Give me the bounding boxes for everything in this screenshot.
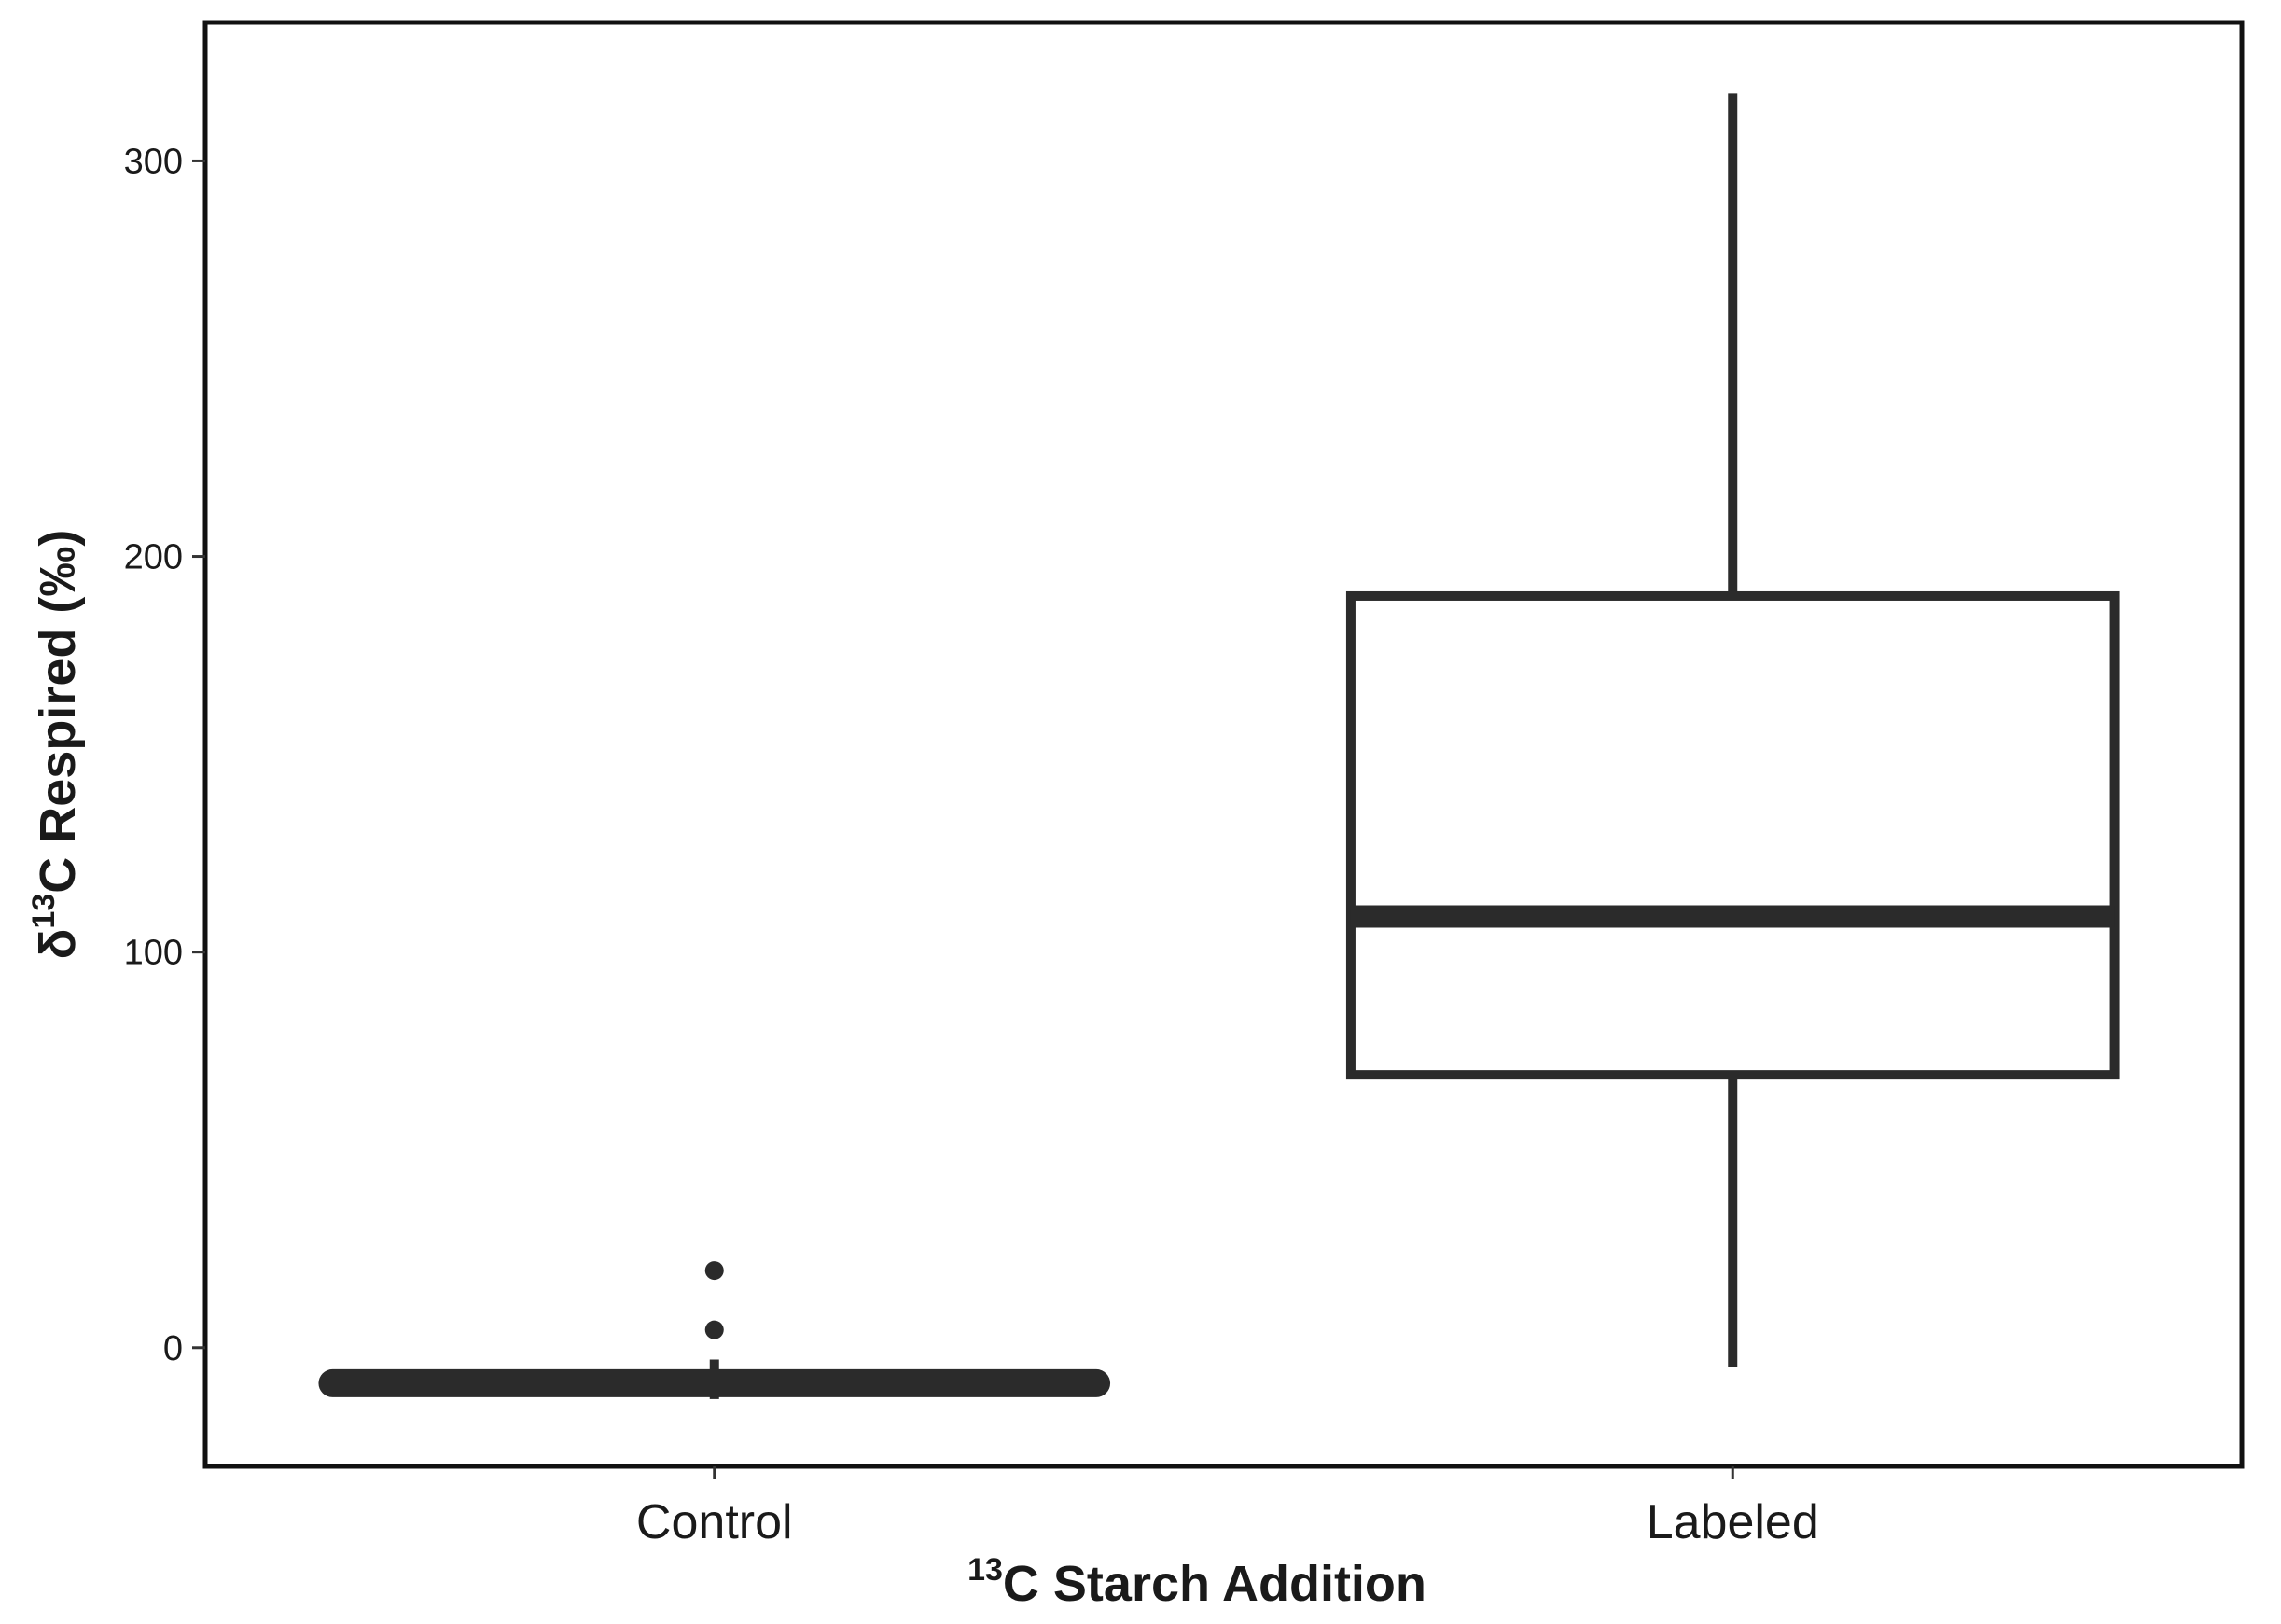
y-tick-label: 300 — [124, 142, 183, 181]
x-tick-label: Control — [636, 1495, 793, 1549]
box-control — [318, 1261, 1111, 1399]
y-tick-label: 0 — [163, 1329, 183, 1368]
box-labeled — [1345, 93, 2120, 1367]
outlier-point — [704, 1261, 724, 1281]
x-tick-label: Labeled — [1647, 1495, 1819, 1549]
y-axis: 0 100 200 300 — [124, 142, 205, 1368]
x-axis-title: 13C Starch Addition — [967, 1552, 1426, 1612]
y-tick-label: 100 — [124, 934, 183, 973]
y-axis-title: δ13C Respired (‰) — [26, 530, 86, 960]
box-series — [318, 93, 2120, 1399]
y-tick-label: 200 — [124, 538, 183, 577]
outlier-point — [704, 1320, 724, 1339]
box-body — [1345, 590, 2120, 1080]
x-axis: Control Labeled — [636, 1466, 1819, 1549]
